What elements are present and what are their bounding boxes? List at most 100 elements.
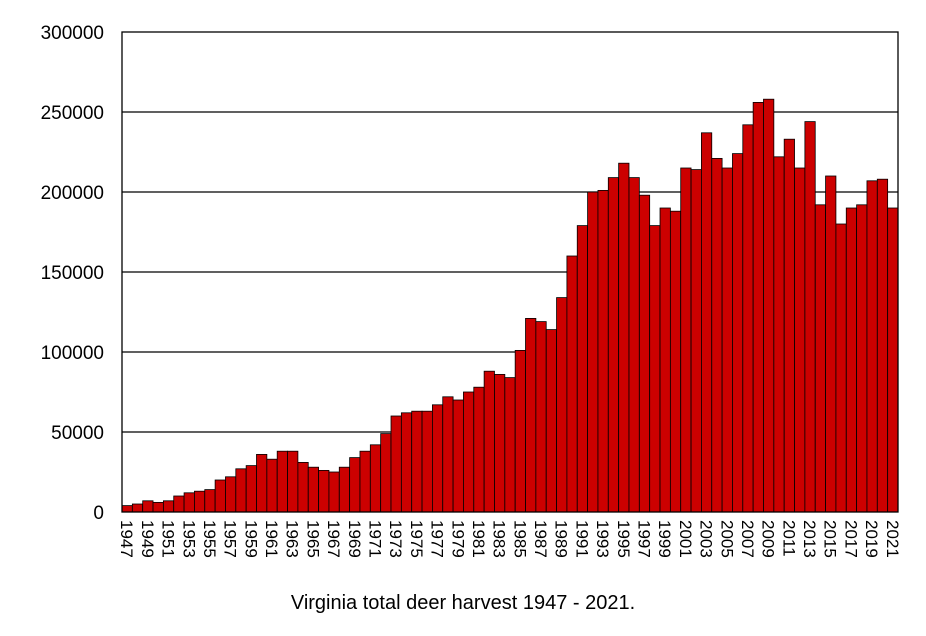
bar-2001 [680, 167, 692, 513]
bar-1976 [421, 410, 433, 513]
x-tick-label: 1981 [469, 520, 488, 558]
bar-1978 [442, 396, 454, 513]
bar-1950 [152, 501, 164, 513]
x-tick-label: 1967 [324, 520, 343, 558]
bar-1996 [628, 177, 640, 513]
y-tick-label: 200000 [41, 183, 104, 204]
bar-1968 [338, 466, 351, 513]
bar-1998 [649, 225, 661, 513]
bar-1980 [463, 391, 475, 513]
bar-2007 [742, 124, 754, 513]
bar-1949 [142, 500, 154, 513]
y-tick-label: 0 [93, 503, 104, 524]
bar-1985 [514, 349, 526, 513]
x-tick-label: 2021 [883, 520, 902, 558]
x-tick-label: 1975 [407, 520, 426, 558]
x-tick-label: 1971 [365, 520, 384, 558]
x-tick-label: 1947 [117, 520, 136, 558]
bar-1997 [638, 194, 651, 513]
bar-1963 [287, 450, 299, 513]
bar-1955 [204, 489, 216, 513]
bar-1987 [535, 321, 547, 513]
bar-2019 [866, 180, 878, 513]
bar-2017 [845, 207, 858, 513]
x-tick-label: 1961 [262, 520, 281, 558]
x-tick-label: 1969 [345, 520, 364, 558]
bar-2000 [669, 210, 682, 513]
bar-1991 [576, 225, 589, 513]
x-tick-label: 2005 [717, 520, 736, 558]
x-tick-label: 2003 [697, 520, 716, 558]
bar-2002 [690, 169, 702, 513]
bar-1977 [431, 404, 444, 513]
x-tick-label: 1953 [179, 520, 198, 558]
bar-1954 [194, 490, 206, 513]
bar-1994 [607, 177, 620, 513]
x-tick-label: 2011 [779, 520, 798, 557]
x-tick-label: 1997 [635, 520, 654, 558]
bar-2012 [794, 167, 806, 513]
bar-1952 [173, 495, 185, 513]
bar-1975 [411, 410, 423, 513]
x-tick-label: 1991 [572, 520, 591, 558]
bar-2010 [773, 156, 785, 513]
bar-2004 [711, 157, 723, 513]
bar-1971 [369, 444, 382, 513]
x-tick-label: 2017 [841, 520, 860, 558]
bar-2008 [752, 102, 764, 513]
bar-1969 [349, 457, 361, 513]
bars [121, 98, 899, 513]
bar-1973 [390, 415, 402, 513]
bar-1947 [121, 505, 133, 513]
x-tick-label: 1973 [386, 520, 405, 558]
bar-2021 [887, 207, 899, 513]
bar-1986 [525, 317, 537, 513]
x-axis-ticks: 1947 1949 1951 1953 1955 1957 1959 1961 1963 1965… [117, 520, 902, 558]
x-tick-label: 1985 [510, 520, 529, 558]
chart-caption: Virginia total deer harvest 1947 - 2021. [290, 592, 636, 614]
bar-1981 [473, 386, 485, 513]
y-axis-ticks: 0 50000 100000 150000 200000 250000 300000 [41, 23, 104, 524]
bar-1989 [556, 297, 568, 513]
y-tick-label: 50000 [51, 423, 104, 444]
bar-1948 [131, 503, 144, 513]
bar-1958 [235, 468, 247, 513]
x-tick-label: 1993 [593, 520, 612, 558]
bar-1967 [328, 471, 340, 513]
bar-1959 [245, 465, 257, 513]
x-tick-label: 1965 [303, 520, 322, 558]
y-tick-label: 150000 [41, 263, 104, 284]
x-tick-label: 2001 [676, 520, 695, 558]
bar-1992 [587, 191, 599, 513]
bar-1999 [659, 207, 671, 513]
bar-1983 [494, 373, 506, 513]
bar-2013 [804, 121, 816, 513]
bar-2014 [814, 204, 826, 513]
bar-2005 [721, 167, 733, 513]
x-tick-label: 1959 [241, 520, 260, 558]
bar-2018 [856, 204, 868, 513]
bar-1990 [566, 255, 578, 513]
x-tick-label: 1955 [200, 520, 219, 558]
bar-1961 [266, 458, 278, 513]
bar-1988 [545, 329, 557, 513]
bar-1982 [483, 370, 495, 513]
bar-1979 [452, 399, 464, 513]
bar-1965 [307, 466, 319, 513]
plot-frame [121, 31, 899, 513]
x-tick-label: 2009 [759, 520, 778, 558]
bar-1960 [256, 453, 268, 513]
x-tick-label: 1951 [159, 520, 178, 558]
x-tick-label: 2013 [800, 520, 819, 558]
x-tick-label: 1949 [138, 520, 157, 558]
bar-2015 [825, 175, 837, 513]
bar-1972 [380, 433, 392, 513]
bar-2020 [876, 178, 889, 513]
x-tick-label: 1963 [283, 520, 302, 558]
x-tick-label: 1987 [531, 520, 550, 558]
x-tick-label: 2019 [862, 520, 881, 558]
bar-1962 [276, 450, 288, 513]
x-tick-label: 1995 [614, 520, 633, 558]
bar-1970 [359, 450, 371, 513]
bar-1966 [318, 469, 330, 513]
